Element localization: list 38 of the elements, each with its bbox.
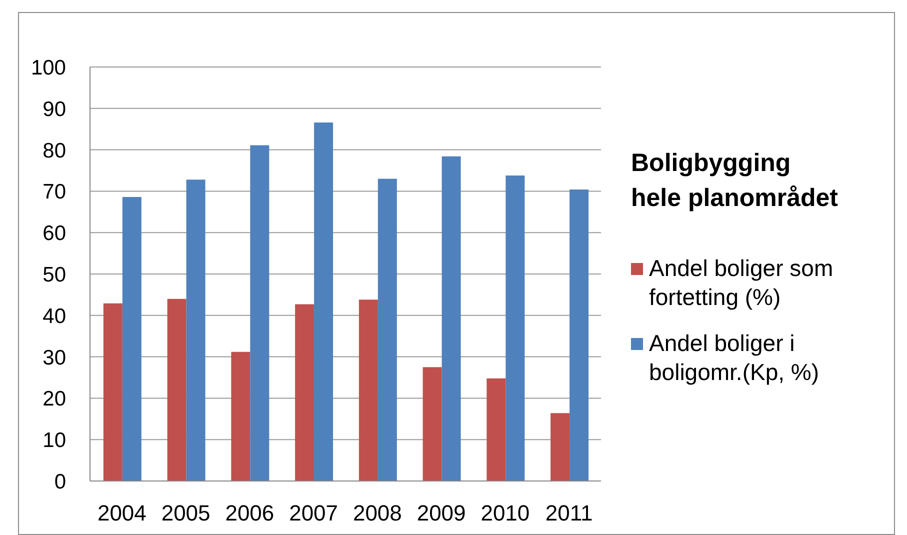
bar (442, 156, 461, 481)
bar (231, 352, 250, 481)
y-tick-label: 30 (42, 346, 66, 370)
bar (103, 303, 122, 481)
bar (250, 145, 270, 481)
y-tick-label: 20 (42, 388, 66, 411)
bar (570, 190, 589, 481)
bar (122, 196, 142, 481)
bar (550, 413, 570, 481)
bar (506, 175, 525, 481)
bar (295, 304, 314, 481)
y-tick-label: 60 (42, 222, 66, 246)
x-tick-label: 2008 (352, 500, 402, 526)
bar (167, 298, 186, 481)
x-tick-label: 2007 (289, 500, 338, 526)
x-tick-label: 2009 (416, 500, 466, 526)
bar (378, 178, 397, 481)
y-tick-label: 10 (42, 429, 66, 452)
y-tick-label: 70 (42, 180, 66, 204)
y-tick-label: 0 (54, 470, 66, 494)
bar (486, 378, 506, 481)
y-tick-label: 40 (42, 304, 66, 328)
bar (186, 180, 206, 481)
y-tick-label: 100 (30, 56, 66, 80)
bar (314, 122, 334, 481)
text: Boligbygging hele planområdet (631, 148, 839, 214)
y-tick-label: 80 (42, 139, 66, 162)
x-tick-label: 2005 (161, 500, 210, 526)
bar (358, 300, 378, 481)
x-tick-label: 2010 (480, 500, 530, 526)
legend-label: Andel boliger som fortetting (%) (649, 254, 834, 312)
x-tick-label: 2004 (97, 500, 146, 526)
legend-label: Andel boliger i boligomr.(Kp, %) (649, 329, 820, 387)
x-tick-label: 2006 (225, 500, 274, 526)
y-tick-label: 90 (42, 98, 66, 121)
x-tick-label: 2011 (545, 500, 593, 526)
bar (422, 367, 442, 481)
y-tick-label: 50 (42, 263, 66, 286)
